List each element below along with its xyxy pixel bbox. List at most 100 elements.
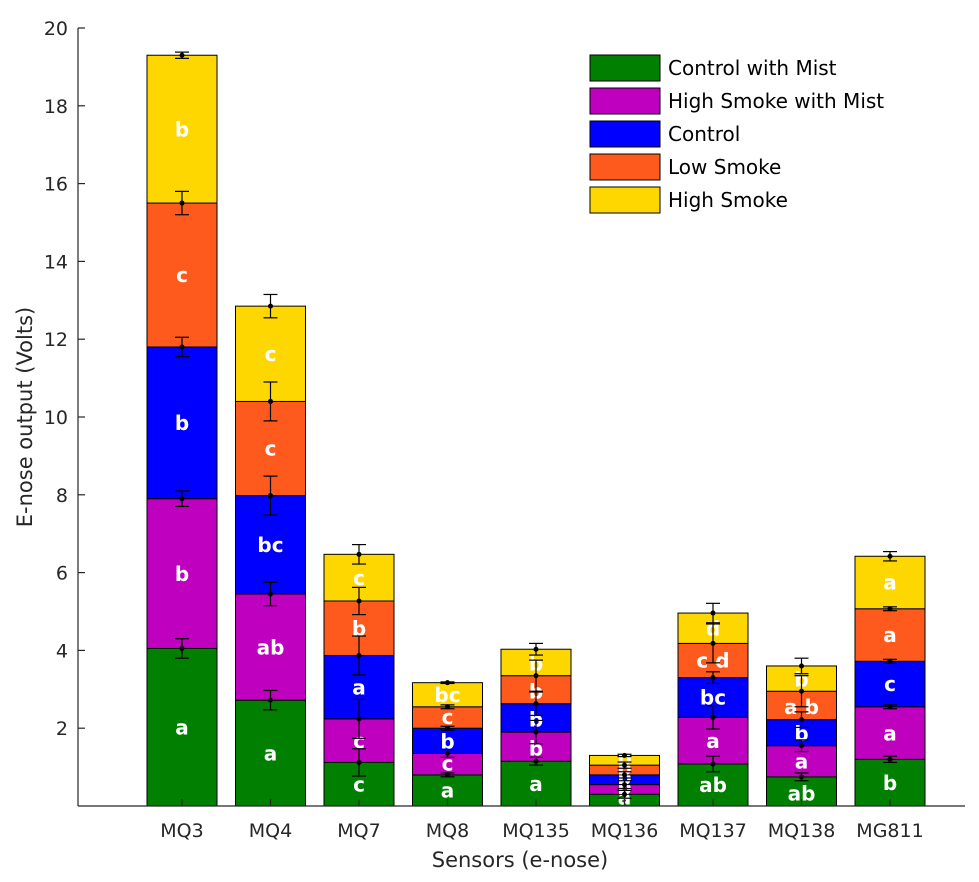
- bars-layer: abbcbaabbcccccabcacbcbcabbbbabbbbababcc …: [146, 51, 926, 809]
- legend-entry: High Smoke with Mist: [589, 87, 884, 115]
- error-bar: [706, 602, 720, 624]
- error-bar: [175, 638, 189, 659]
- error-bar: [263, 689, 278, 711]
- significance-letter: a: [883, 721, 897, 745]
- bar-stack-mq135: abbbb: [500, 642, 572, 807]
- significance-letter: b: [175, 562, 189, 586]
- significance-letter: b: [175, 411, 189, 435]
- legend-entry: Control with Mist: [589, 54, 837, 82]
- significance-letter: a: [529, 772, 543, 796]
- significance-letter: ab: [699, 773, 727, 797]
- x-tick-label: MQ136: [591, 820, 659, 842]
- legend: Control with Mist High Smoke with Mist Con…: [589, 54, 884, 214]
- bar-segment: [500, 760, 572, 807]
- legend-label: High Smoke with Mist: [668, 89, 884, 113]
- significance-letter: c: [442, 752, 454, 776]
- error-bar: [883, 755, 897, 764]
- bar-segment: [146, 202, 218, 348]
- significance-letter: bc: [257, 533, 283, 557]
- error-bar: [352, 698, 366, 739]
- error-bar: [352, 748, 366, 777]
- significance-letter: c: [265, 437, 277, 461]
- bar-segment: [854, 758, 926, 807]
- error-bar: [794, 772, 809, 782]
- error-bar: [883, 550, 897, 562]
- error-bar: [529, 756, 543, 766]
- bar-segment: [146, 647, 218, 807]
- error-bar: [529, 642, 543, 656]
- significance-letter: a: [795, 749, 809, 773]
- significance-letter: b: [352, 616, 366, 640]
- error-bar: [794, 739, 809, 753]
- error-bar: [706, 671, 720, 685]
- legend-label: Control: [668, 122, 740, 146]
- error-bar: [263, 293, 278, 319]
- error-bar: [352, 586, 366, 616]
- legend-entry: Control: [589, 120, 740, 148]
- x-tick-label: MQ137: [679, 820, 747, 842]
- error-bar: [175, 336, 189, 358]
- error-bar: [440, 704, 455, 710]
- y-tick-label: 20: [44, 18, 68, 40]
- significance-letter: b: [883, 771, 897, 795]
- bar-stack-mq4: a ab bc c c: [235, 293, 306, 807]
- error-bar: [617, 789, 632, 799]
- error-bar: [617, 771, 632, 779]
- bar-segment: [854, 706, 926, 760]
- significance-letter: b: [440, 730, 454, 754]
- error-bar: [794, 657, 809, 675]
- legend-swatch: [589, 54, 661, 82]
- y-axis-title: E-nose output (Volts): [13, 307, 37, 527]
- x-tick-label: MQ3: [160, 820, 203, 842]
- significance-letter: b: [175, 117, 189, 141]
- significance-letter: c: [353, 566, 365, 590]
- error-bar: [706, 623, 720, 664]
- significance-letter: c: [176, 263, 188, 287]
- significance-letter: b: [529, 708, 543, 732]
- x-tick-label: MQ135: [502, 820, 570, 842]
- legend-swatch: [589, 120, 661, 148]
- y-tick-label: 18: [44, 96, 68, 118]
- significance-letter: a: [441, 779, 455, 803]
- significance-letter: c: [353, 772, 365, 796]
- bar-segment: [235, 593, 306, 701]
- legend-swatch: [589, 153, 661, 181]
- significance-letter: a: [706, 729, 720, 753]
- significance-letter: a: [883, 623, 897, 647]
- error-bar: [529, 659, 543, 692]
- significance-letter: c: [442, 705, 454, 729]
- legend-entry: Low Smoke: [589, 153, 781, 181]
- error-bar: [706, 755, 720, 773]
- error-bar: [175, 490, 189, 508]
- error-bar: [883, 658, 897, 664]
- y-tick-label: 4: [56, 640, 68, 662]
- legend-label: Low Smoke: [668, 155, 781, 179]
- bar-segment: [854, 555, 926, 610]
- error-bar: [175, 51, 189, 59]
- error-bar: [263, 475, 278, 516]
- bar-segment: [854, 660, 926, 708]
- bar-stack-mq3: a b b c b: [146, 51, 218, 807]
- y-tick-label: 2: [56, 718, 68, 740]
- significance-letter: c: [884, 672, 896, 696]
- significance-letter: c: [265, 342, 277, 366]
- error-bar: [175, 190, 189, 216]
- error-bar: [617, 752, 632, 758]
- legend-label: High Smoke: [668, 188, 788, 212]
- error-bar: [263, 381, 278, 422]
- error-bar: [883, 606, 897, 612]
- x-tick-label: MG811: [856, 820, 923, 842]
- bar-segment: [235, 699, 306, 807]
- x-tick-label: MQ7: [337, 820, 380, 842]
- legend-entry: High Smoke: [589, 186, 788, 214]
- significance-letter: a: [264, 741, 278, 765]
- error-bar: [529, 719, 543, 745]
- error-bar: [352, 543, 366, 565]
- error-bar: [617, 761, 632, 769]
- legend-swatch: [589, 87, 661, 115]
- error-bar: [440, 772, 455, 778]
- legend-swatch: [589, 186, 661, 214]
